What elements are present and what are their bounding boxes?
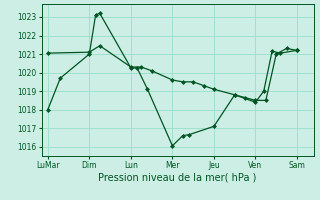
X-axis label: Pression niveau de la mer( hPa ): Pression niveau de la mer( hPa ) [99, 173, 257, 183]
